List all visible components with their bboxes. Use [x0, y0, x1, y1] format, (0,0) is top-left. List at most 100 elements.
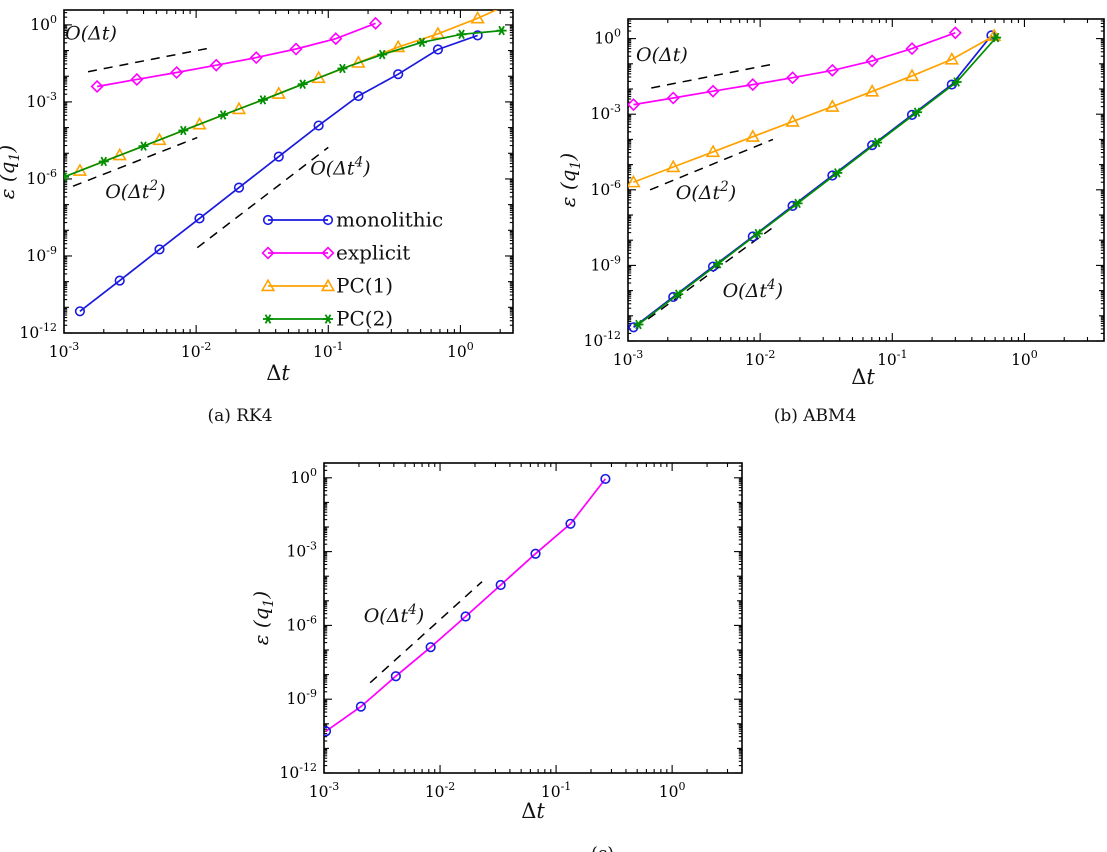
marker-circle: [600, 473, 611, 485]
marker-diamond: [905, 42, 919, 56]
y-tick-label: 10-9: [27, 244, 57, 265]
marker-triangle: [320, 278, 336, 292]
guide-label: O(Δt4): [723, 277, 783, 302]
x-tick-label: 10-3: [613, 348, 643, 369]
series-explicit: [628, 26, 962, 112]
marker-asterisk: [178, 125, 189, 136]
x-axis-label: Δt: [266, 361, 290, 385]
series-line: [79, 34, 478, 312]
order-guide: O(Δt): [65, 22, 208, 73]
marker-asterisk: [991, 32, 1002, 43]
marker-diamond: [209, 58, 223, 72]
marker-triangle: [864, 84, 880, 97]
x-tick-label: 10-2: [745, 348, 775, 369]
axis-ticks: [627, 18, 1105, 342]
marker-asterisk: [673, 289, 684, 299]
marker-circle: [472, 30, 483, 41]
marker-circle: [322, 214, 334, 226]
series-line: [324, 473, 611, 737]
y-tick-label: 10-9: [287, 687, 317, 708]
order-guide: O(Δt2): [649, 138, 774, 204]
marker-triangle: [430, 26, 446, 39]
y-tick-label: 100: [30, 13, 57, 34]
y-tick-label: 100: [290, 466, 317, 487]
marker-asterisk: [297, 79, 308, 89]
marker-diamond: [865, 54, 879, 68]
x-tick-label: 10-2: [181, 340, 211, 361]
marker-diamond: [261, 246, 275, 260]
legend-entry-monolithic: monolithic: [262, 208, 443, 232]
marker-asterisk: [496, 25, 507, 36]
marker-asterisk: [912, 107, 923, 117]
marker-asterisk: [633, 319, 644, 330]
marker-diamond: [369, 16, 383, 30]
chart-bottom: 10-3 10-2 10-1 100 10-12 10-9 10-6 10-3 100 O(Δt4…: [250, 462, 743, 823]
series-layer: [64, 10, 507, 317]
plot-frame: [627, 18, 1105, 342]
x-tick-label: 10-1: [877, 348, 907, 369]
marker-asterisk: [456, 29, 467, 40]
legend-label: PC(2): [336, 307, 393, 331]
marker-diamond: [628, 98, 641, 112]
marker-circle: [233, 182, 245, 193]
x-tick-label: 10-2: [425, 780, 455, 801]
order-guide: O(Δt4): [364, 581, 483, 684]
marker-circle: [565, 518, 576, 529]
series-layer: [628, 26, 1002, 333]
marker-asterisk: [377, 49, 388, 60]
marker-circle: [313, 120, 324, 131]
series-layer: [324, 473, 611, 737]
marker-circle: [273, 151, 284, 162]
marker-circle: [114, 275, 125, 286]
marker-diamond: [321, 246, 335, 260]
marker-asterisk: [951, 77, 962, 87]
caption-b: (b) ABM4: [773, 406, 857, 426]
marker-triangle: [390, 39, 406, 53]
marker-triangle: [904, 68, 920, 82]
marker-asterisk: [832, 168, 843, 178]
marker-triangle: [745, 129, 760, 142]
marker-asterisk: [416, 37, 427, 48]
y-tick-label: 10-3: [27, 90, 57, 111]
marker-diamond: [786, 71, 800, 85]
x-tick-label: 100: [659, 780, 686, 801]
marker-asterisk: [138, 141, 149, 151]
marker-circle: [530, 548, 541, 559]
series-line: [633, 32, 956, 106]
series-line: [64, 29, 502, 178]
y-axis-label: ε (q1): [0, 145, 23, 199]
legend-entry-explicit: explicit: [261, 241, 410, 265]
series-line: [632, 34, 993, 328]
marker-circle: [154, 244, 165, 255]
marker-asterisk: [337, 63, 348, 74]
marker-diamond: [746, 78, 760, 92]
legend-label: explicit: [336, 241, 410, 265]
y-tick-label: 10-12: [584, 329, 621, 350]
legend-label: monolithic: [336, 208, 443, 232]
marker-circle: [74, 306, 86, 317]
y-tick-label: 10-3: [591, 102, 621, 123]
guide-label: O(Δt4): [310, 154, 370, 179]
marker-triangle: [825, 99, 840, 112]
marker-circle: [194, 213, 205, 224]
marker-diamond: [948, 26, 962, 40]
axis-ticks: [323, 462, 743, 774]
marker-diamond: [706, 84, 720, 98]
plot-frame: [63, 9, 514, 334]
guide-label: O(Δt2): [105, 178, 165, 203]
order-guide: O(Δt): [636, 44, 771, 89]
caption-a: (a) RK4: [207, 406, 273, 426]
marker-diamond: [289, 42, 303, 56]
series-PC(2): [64, 25, 507, 182]
marker-asterisk: [263, 314, 273, 324]
marker-triangle: [260, 278, 276, 292]
marker-diamond: [825, 63, 839, 77]
marker-triangle: [470, 10, 485, 24]
x-tick-label: 10-1: [541, 780, 571, 801]
guide-label: O(Δt4): [364, 602, 424, 627]
marker-diamond: [329, 32, 343, 46]
series-PC(1): [628, 28, 1002, 188]
marker-diamond: [130, 72, 144, 86]
x-axis-label: Δt: [521, 799, 545, 823]
